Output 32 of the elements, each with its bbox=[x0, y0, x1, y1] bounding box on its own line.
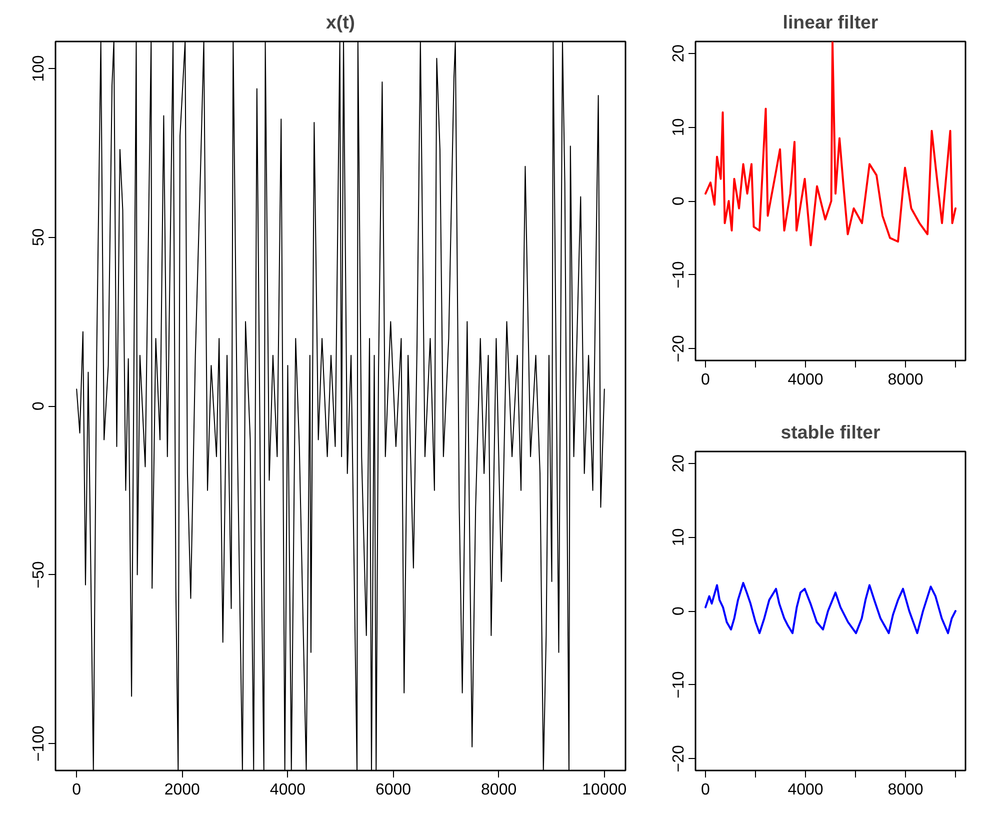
y-tick-label: −20 bbox=[670, 335, 688, 362]
line-series bbox=[704, 42, 956, 246]
y-tick-label: 10 bbox=[670, 118, 688, 136]
y-tick-label: 100 bbox=[30, 55, 48, 82]
y-tick-label: 10 bbox=[670, 528, 688, 546]
y-tick-label: −10 bbox=[670, 671, 688, 698]
x-tick-label: 0 bbox=[72, 782, 82, 798]
y-tick-label: −20 bbox=[670, 745, 688, 772]
x-tick-label: 0 bbox=[701, 372, 710, 388]
x-tick-label: 8000 bbox=[888, 372, 924, 388]
y-tick-label: −100 bbox=[30, 725, 48, 762]
x-tick-label: 4000 bbox=[788, 782, 824, 798]
y-tick-label: 20 bbox=[670, 44, 688, 62]
y-tick-label: 0 bbox=[30, 401, 48, 410]
x-tick-label: 8000 bbox=[888, 782, 924, 798]
chart-title: linear filter bbox=[782, 12, 878, 32]
x-tick-label: 4000 bbox=[270, 782, 306, 798]
chart-title: x(t) bbox=[326, 12, 356, 32]
chart-title: stable filter bbox=[780, 422, 880, 442]
y-tick-label: 20 bbox=[670, 454, 688, 472]
line-series bbox=[704, 582, 956, 634]
y-tick-label: 50 bbox=[30, 228, 48, 246]
x-tick-label: 0 bbox=[701, 782, 710, 798]
x-tick-label: 8000 bbox=[481, 782, 517, 798]
x-tick-label: 6000 bbox=[375, 782, 412, 798]
y-tick-label: −50 bbox=[30, 561, 48, 588]
y-tick-label: −10 bbox=[670, 261, 688, 288]
x-tick-label: 10000 bbox=[582, 782, 627, 798]
x-tick-label: 2000 bbox=[164, 782, 200, 798]
y-tick-label: 0 bbox=[670, 606, 688, 616]
y-tick-label: 0 bbox=[670, 196, 688, 206]
x-tick-label: 4000 bbox=[788, 372, 824, 388]
